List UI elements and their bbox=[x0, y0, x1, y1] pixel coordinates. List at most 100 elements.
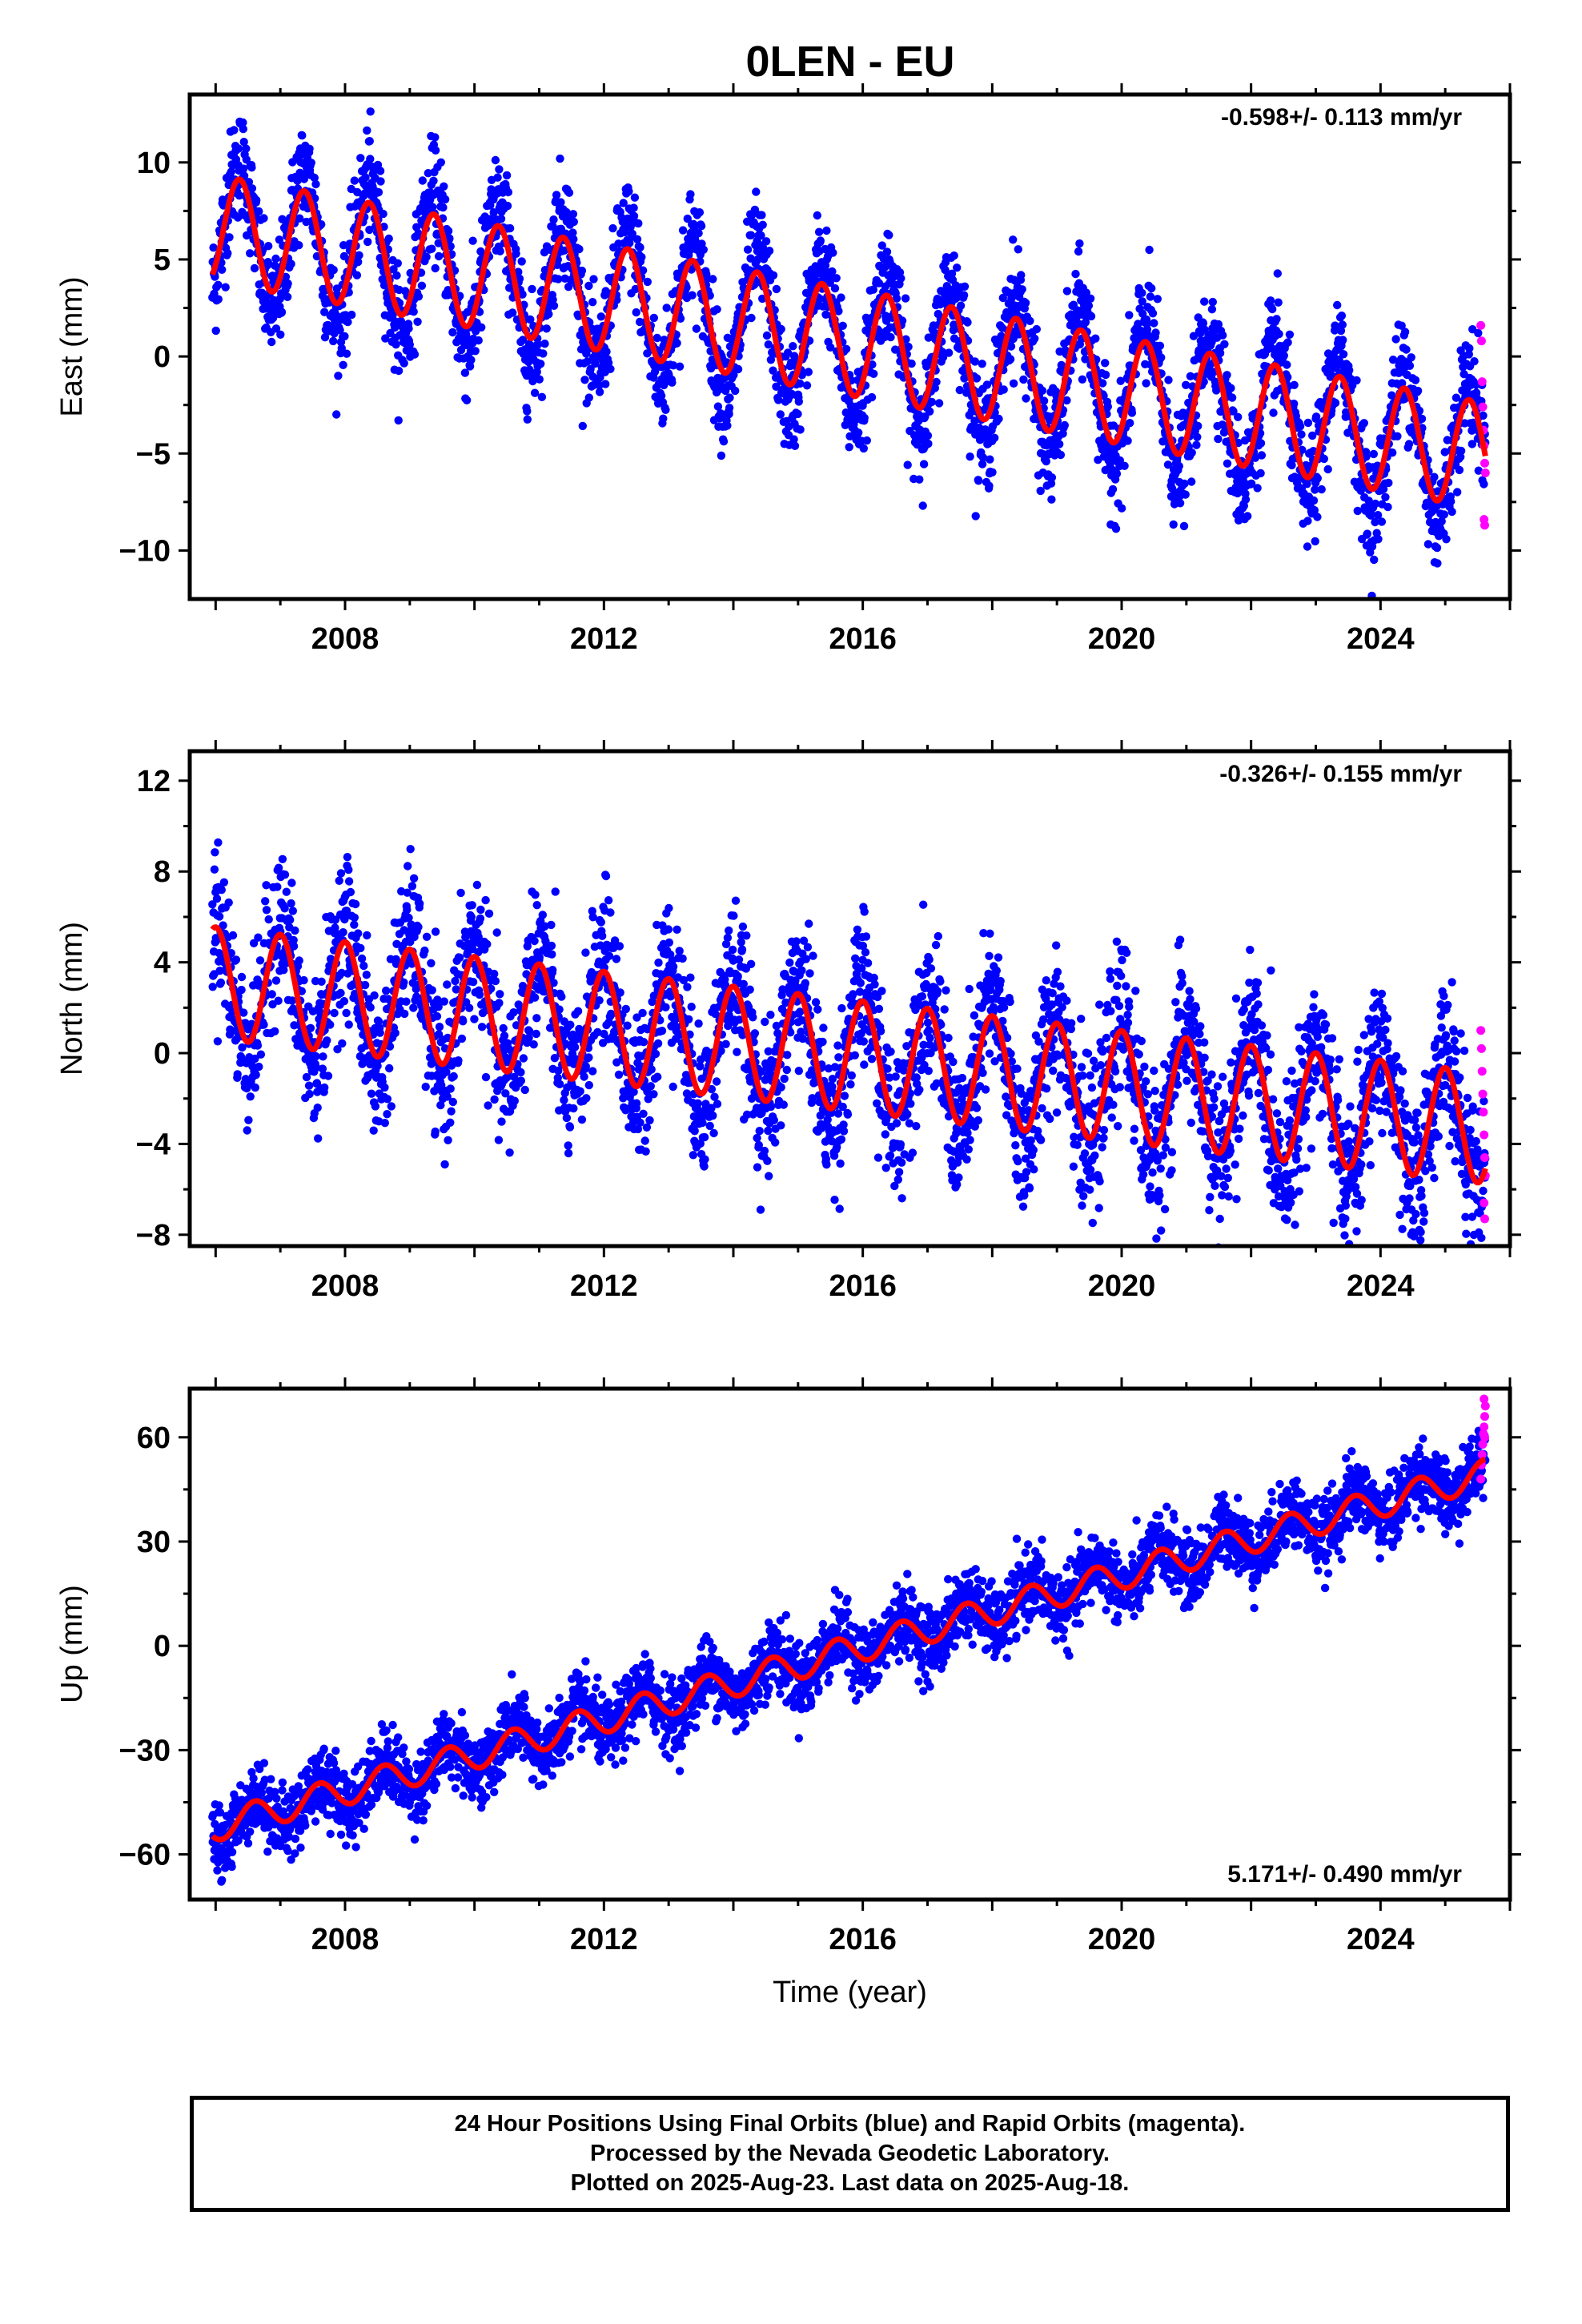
point-final bbox=[1022, 394, 1030, 403]
point-final bbox=[639, 1038, 648, 1047]
point-final bbox=[1181, 490, 1190, 499]
point-final bbox=[508, 308, 517, 317]
point-final bbox=[263, 258, 272, 267]
point-final bbox=[586, 364, 595, 374]
point-final bbox=[1317, 485, 1326, 494]
point-final bbox=[548, 221, 557, 231]
point-final bbox=[503, 201, 512, 211]
point-final bbox=[675, 362, 685, 371]
point-final bbox=[209, 243, 218, 252]
point-final bbox=[468, 901, 476, 910]
point-final bbox=[290, 1021, 299, 1030]
point-final bbox=[919, 460, 929, 468]
point-final bbox=[369, 1126, 378, 1135]
point-final bbox=[431, 927, 440, 936]
point-final bbox=[474, 336, 483, 345]
point-final bbox=[1039, 396, 1049, 405]
point-final bbox=[731, 386, 740, 396]
point-rapid bbox=[1480, 458, 1489, 468]
point-final bbox=[1480, 480, 1488, 489]
point-final bbox=[1038, 386, 1047, 395]
point-final bbox=[1337, 312, 1347, 320]
point-final bbox=[1026, 316, 1034, 325]
chart-title: 0LEN - EU bbox=[745, 38, 954, 86]
point-final bbox=[1086, 294, 1095, 303]
point-final bbox=[1108, 485, 1118, 494]
point-final bbox=[409, 1003, 418, 1012]
point-final bbox=[490, 1095, 499, 1104]
point-final bbox=[1214, 320, 1223, 329]
point-final bbox=[446, 1118, 455, 1128]
point-final bbox=[657, 1027, 667, 1035]
y-tick-label: −10 bbox=[119, 534, 171, 568]
point-final bbox=[305, 1089, 314, 1099]
point-final bbox=[1272, 315, 1281, 324]
point-final bbox=[244, 178, 254, 187]
point-final bbox=[330, 1008, 339, 1018]
point-final bbox=[224, 898, 233, 907]
point-final bbox=[393, 259, 402, 267]
point-final bbox=[1268, 304, 1277, 314]
point-final bbox=[1417, 414, 1427, 424]
point-final bbox=[440, 182, 448, 191]
point-final bbox=[540, 340, 549, 348]
point-final bbox=[990, 433, 999, 442]
point-final bbox=[1193, 432, 1202, 441]
point-final bbox=[1036, 486, 1045, 496]
point-final bbox=[813, 211, 821, 220]
point-final bbox=[918, 501, 927, 510]
point-final bbox=[602, 347, 611, 356]
point-final bbox=[1274, 298, 1283, 307]
point-final bbox=[311, 1051, 320, 1061]
point-final bbox=[998, 293, 1008, 303]
point-final bbox=[970, 357, 980, 366]
point-final bbox=[653, 1072, 662, 1081]
point-final bbox=[357, 954, 367, 963]
point-final bbox=[219, 878, 229, 887]
point-final bbox=[484, 909, 494, 919]
point-final bbox=[1283, 372, 1292, 382]
point-final bbox=[420, 946, 429, 955]
point-final bbox=[1279, 351, 1289, 360]
point-final bbox=[1148, 309, 1158, 318]
point-final bbox=[1187, 477, 1196, 486]
point-final bbox=[1142, 379, 1150, 388]
point-final bbox=[1194, 421, 1203, 431]
point-final bbox=[1464, 350, 1474, 359]
point-final bbox=[422, 932, 432, 942]
x-tick-label: 2012 bbox=[570, 622, 638, 656]
point-final bbox=[882, 247, 892, 256]
point-final bbox=[1112, 469, 1122, 478]
point-final bbox=[432, 1011, 442, 1021]
point-final bbox=[886, 332, 895, 342]
point-final bbox=[1371, 517, 1379, 527]
point-final bbox=[239, 124, 247, 134]
point-final bbox=[762, 331, 772, 340]
point-final bbox=[630, 193, 640, 202]
point-final bbox=[851, 416, 860, 424]
point-final bbox=[446, 1084, 455, 1093]
point-final bbox=[828, 267, 837, 276]
point-final bbox=[475, 990, 484, 999]
point-final bbox=[578, 421, 587, 431]
point-final bbox=[287, 899, 295, 908]
point-final bbox=[1057, 360, 1066, 370]
point-final bbox=[581, 1062, 590, 1071]
point-final bbox=[246, 249, 255, 258]
point-final bbox=[238, 1043, 247, 1052]
point-final bbox=[1455, 465, 1464, 475]
point-final bbox=[1388, 356, 1398, 364]
point-final bbox=[231, 955, 241, 964]
point-final bbox=[496, 215, 506, 223]
point-final bbox=[713, 402, 723, 411]
point-final bbox=[815, 294, 825, 304]
point-final bbox=[444, 227, 453, 235]
point-final bbox=[374, 187, 383, 197]
point-final bbox=[999, 385, 1008, 394]
point-final bbox=[239, 118, 247, 127]
point-final bbox=[210, 865, 219, 874]
point-final bbox=[306, 1023, 315, 1033]
point-final bbox=[244, 1116, 253, 1124]
point-final bbox=[568, 210, 578, 219]
point-final bbox=[783, 348, 793, 357]
